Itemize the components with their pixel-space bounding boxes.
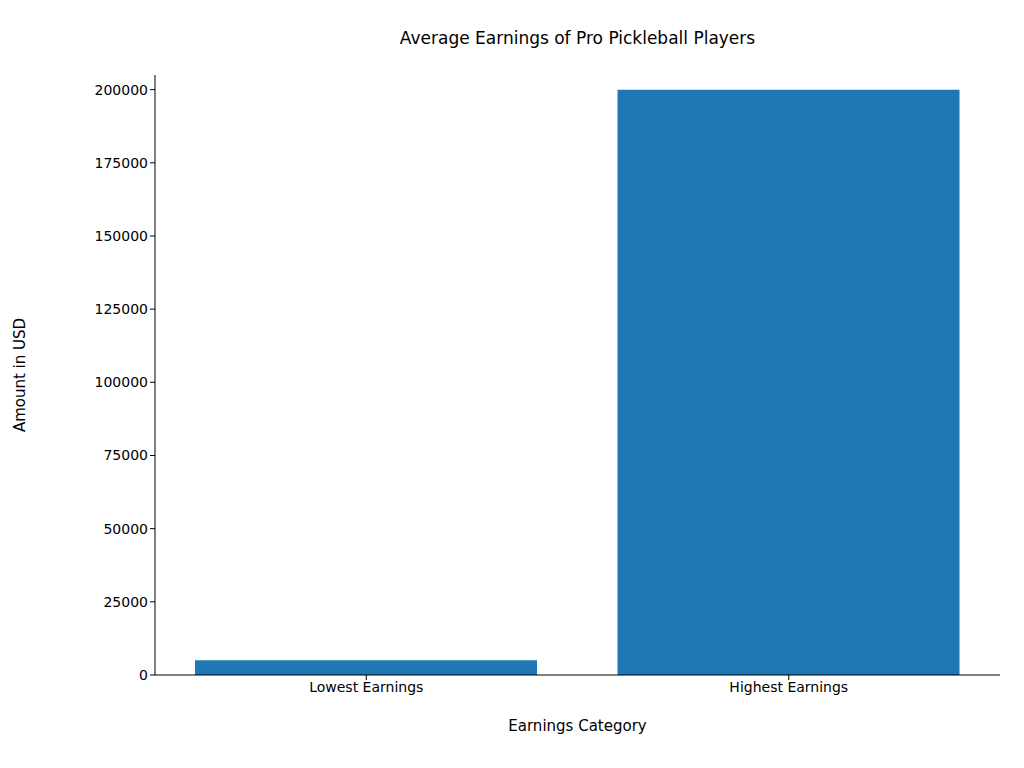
svg-text:0: 0 bbox=[139, 667, 148, 683]
svg-text:Highest Earnings: Highest Earnings bbox=[729, 679, 848, 695]
svg-text:100000: 100000 bbox=[95, 374, 148, 390]
svg-text:25000: 25000 bbox=[103, 594, 148, 610]
svg-text:Amount in USD: Amount in USD bbox=[11, 318, 29, 432]
svg-text:150000: 150000 bbox=[95, 228, 148, 244]
svg-text:Earnings Category: Earnings Category bbox=[508, 717, 646, 735]
svg-text:Lowest Earnings: Lowest Earnings bbox=[309, 679, 423, 695]
svg-text:50000: 50000 bbox=[103, 521, 148, 537]
svg-text:200000: 200000 bbox=[95, 82, 148, 98]
svg-text:75000: 75000 bbox=[103, 447, 148, 463]
svg-text:125000: 125000 bbox=[95, 301, 148, 317]
svg-text:175000: 175000 bbox=[95, 155, 148, 171]
html-text:Average Earnings of Pro Pickle: Average Earnings of Pro Pickleball Playe… bbox=[399, 28, 756, 48]
